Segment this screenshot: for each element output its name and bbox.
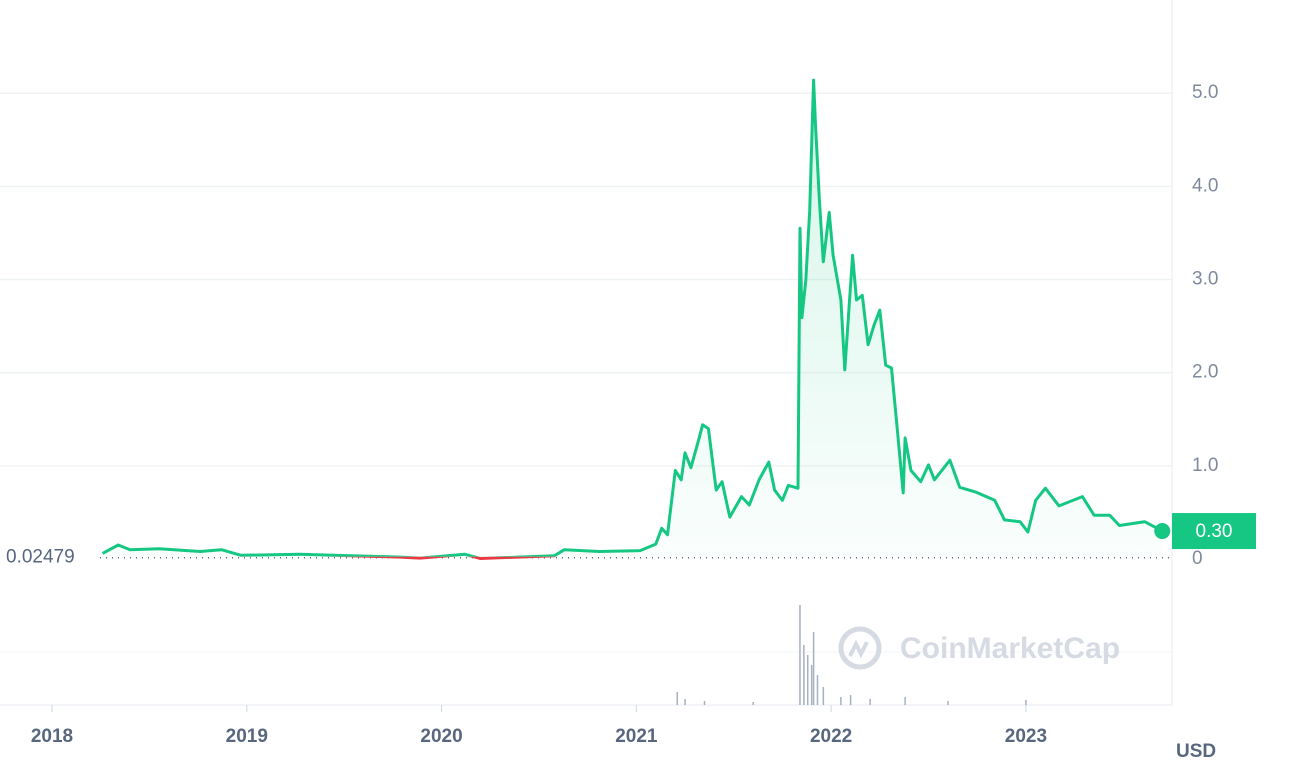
volume-bar	[810, 665, 813, 705]
x-tick-label: 2021	[615, 726, 658, 747]
current-price-tag	[1172, 513, 1256, 550]
price-area	[102, 80, 1163, 559]
watermark-text: CoinMarketCap	[900, 632, 1120, 665]
x-tick-label: 2018	[31, 726, 73, 747]
x-tick-label: 2022	[810, 726, 852, 747]
volume-bar	[807, 655, 809, 705]
volume-bar	[849, 695, 852, 705]
volume-bar	[684, 699, 686, 705]
price-line-down	[240, 556, 556, 560]
currency-label: USD	[1176, 741, 1216, 762]
y-tick-label: 3.0	[1192, 269, 1218, 290]
y-tick-label: 1.0	[1192, 455, 1218, 476]
x-tick-label: 2019	[226, 726, 268, 747]
volume-bar	[803, 645, 805, 705]
x-tick-label: 2020	[420, 726, 462, 747]
y-tick-label: 2.0	[1192, 362, 1218, 383]
volume-bar	[904, 697, 906, 705]
volume-bar	[816, 675, 819, 705]
x-tick-label: 2023	[1005, 726, 1047, 747]
volume-bar	[812, 632, 815, 705]
volume-bar	[869, 699, 871, 705]
volume-bar	[947, 701, 949, 705]
volume-bar	[1025, 700, 1027, 705]
y-tick-label: 4.0	[1192, 175, 1218, 196]
volume-bar	[840, 697, 842, 705]
volume-bar	[676, 692, 679, 705]
y-tick-label: 5.0	[1192, 82, 1218, 103]
watermark: CoinMarketCap	[838, 626, 1120, 670]
current-price-label: 0.30	[1196, 521, 1233, 542]
price-line-up	[101, 78, 1164, 557]
volume-bar	[703, 701, 706, 705]
y-tick-label: 0	[1192, 548, 1203, 569]
volume-bar	[822, 687, 825, 705]
volume-bar	[752, 702, 754, 705]
volume-bar	[799, 605, 801, 705]
baseline-label: 0.02479	[6, 547, 75, 568]
current-dot	[1154, 523, 1171, 540]
